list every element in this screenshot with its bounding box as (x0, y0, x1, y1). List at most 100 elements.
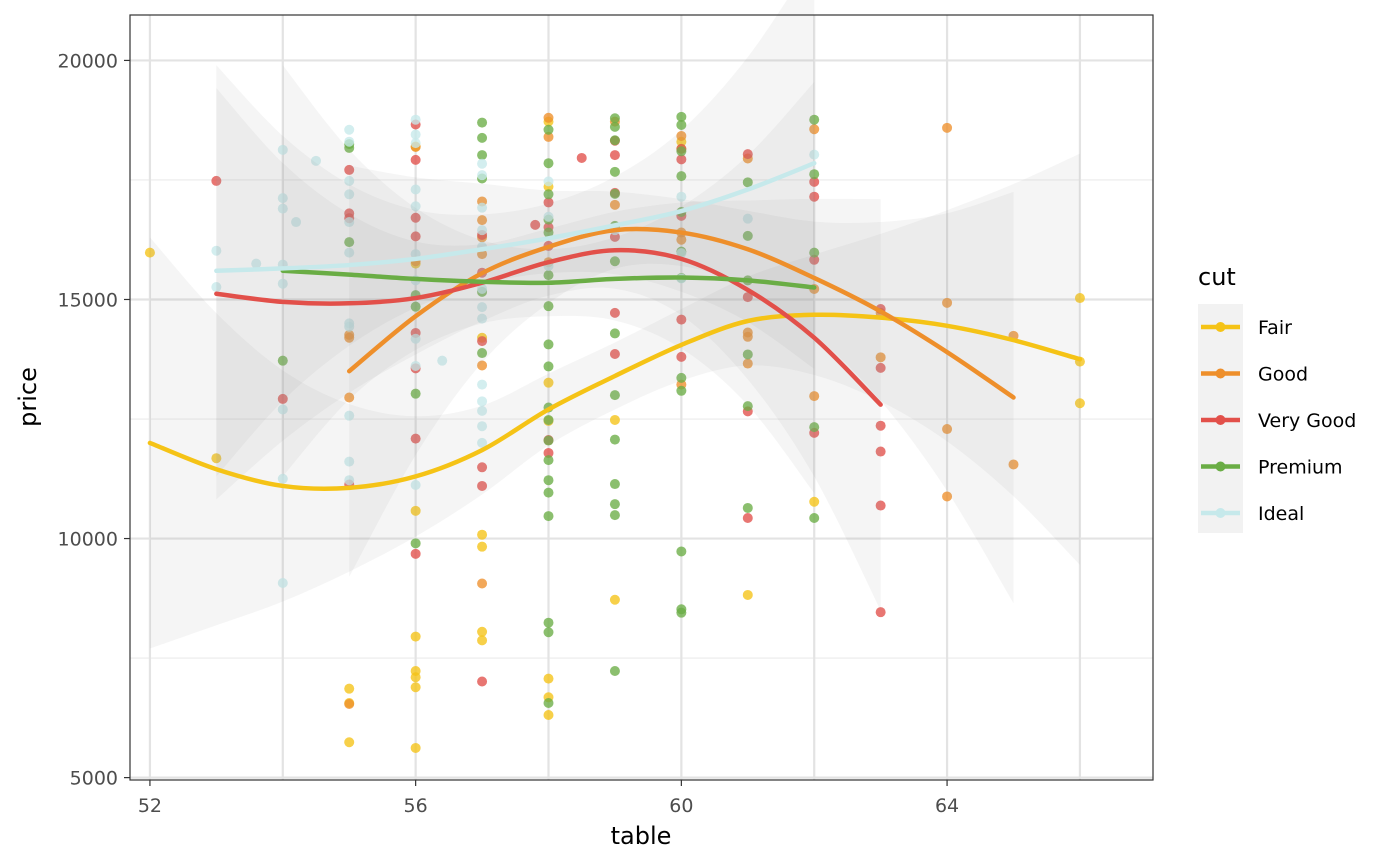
data-point (676, 248, 687, 259)
data-point (742, 512, 753, 523)
data-point (609, 328, 620, 339)
data-point (344, 175, 355, 186)
data-point (211, 453, 222, 464)
data-point (742, 502, 753, 513)
data-point (410, 360, 421, 371)
confidence-band (282, 65, 815, 494)
panel-background (130, 15, 1153, 780)
data-point (410, 631, 421, 642)
trend-line-fair (147, 312, 1083, 492)
data-point (477, 676, 488, 687)
data-point (742, 401, 753, 412)
data-point (543, 673, 554, 684)
data-point (809, 124, 820, 135)
data-point (609, 121, 620, 132)
data-point (477, 462, 488, 473)
data-point (676, 314, 687, 325)
legend-key-point (1215, 415, 1226, 425)
data-point (809, 254, 820, 265)
legend-key-point (1215, 461, 1226, 472)
data-point (809, 149, 820, 160)
data-point (809, 176, 820, 187)
data-point (676, 111, 687, 122)
data-point (530, 219, 541, 230)
data-point (277, 393, 288, 404)
data-point (477, 313, 488, 324)
data-point (410, 231, 421, 242)
data-point (576, 152, 587, 163)
legend-label: Premium (1258, 457, 1343, 479)
data-point (1074, 293, 1085, 304)
data-point (543, 270, 554, 281)
confidence-bands (149, 0, 1080, 649)
legend-item-good: Good (1201, 364, 1308, 386)
data-point (742, 327, 753, 338)
data-point (809, 422, 820, 433)
data-point (344, 737, 355, 748)
legend-label: Ideal (1258, 503, 1304, 525)
data-point (477, 302, 488, 313)
data-point (277, 278, 288, 289)
data-point (609, 594, 620, 605)
data-point (742, 358, 753, 369)
data-point (543, 301, 554, 312)
data-point (1008, 459, 1019, 470)
data-point (609, 434, 620, 445)
data-point (543, 414, 554, 425)
data-point (1074, 398, 1085, 409)
data-point (543, 189, 554, 200)
data-point (477, 635, 488, 646)
confidence-band (349, 165, 1014, 604)
data-point (543, 176, 554, 187)
data-point (543, 197, 554, 208)
data-point (410, 672, 421, 683)
data-point (609, 665, 620, 676)
data-point (543, 112, 554, 123)
data-point (609, 348, 620, 359)
data-point (942, 424, 953, 435)
data-point (477, 132, 488, 143)
data-point (277, 203, 288, 214)
data-point (344, 410, 355, 421)
data-point (809, 247, 820, 258)
data-point (410, 682, 421, 693)
legend-item-premium: Premium (1201, 457, 1343, 479)
data-point (344, 124, 355, 135)
data-point (344, 392, 355, 403)
data-point (477, 225, 488, 236)
confidence-band (216, 88, 881, 611)
data-point (875, 352, 886, 363)
data-point (477, 348, 488, 359)
x-tick-label: 52 (138, 795, 162, 817)
data-point (477, 283, 488, 294)
data-point (875, 446, 886, 457)
trend-lines-layer (147, 0, 1083, 649)
data-point (543, 487, 554, 498)
data-point (676, 351, 687, 362)
data-point (543, 475, 554, 486)
data-point (942, 297, 953, 308)
data-point (211, 175, 222, 186)
confidence-band (216, 0, 815, 477)
x-tick-label: 60 (669, 795, 693, 817)
data-point (676, 130, 687, 141)
trend-line-very-good (214, 247, 883, 407)
data-point (344, 698, 355, 709)
data-point (277, 144, 288, 155)
data-point (543, 124, 554, 135)
data-point (875, 420, 886, 431)
data-point (344, 164, 355, 175)
data-point (477, 437, 488, 448)
y-tick-label: 5000 (70, 768, 118, 790)
data-point (809, 169, 820, 180)
data-point (477, 396, 488, 407)
data-point (410, 548, 421, 559)
x-tick-label: 56 (404, 795, 428, 817)
data-point (676, 234, 687, 245)
data-point (344, 475, 355, 486)
data-point (477, 405, 488, 416)
data-point (344, 136, 355, 147)
data-point (543, 158, 554, 169)
data-point (609, 199, 620, 210)
data-point (809, 496, 820, 507)
